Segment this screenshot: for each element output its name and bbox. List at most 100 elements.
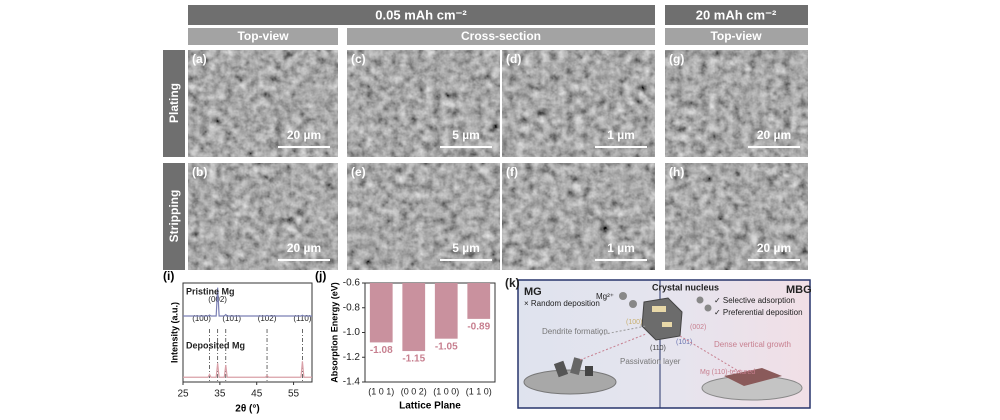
series-label: Deposited Mg xyxy=(186,340,245,350)
peak-label: (110) xyxy=(293,314,311,323)
header-text: Top-view xyxy=(710,29,762,43)
sem-image xyxy=(502,163,655,270)
facet-label: (101) xyxy=(676,339,692,346)
row-bar xyxy=(163,163,185,270)
diagram-text: Crystal nucleus xyxy=(652,282,719,292)
sem-image xyxy=(347,50,500,157)
header-text: 20 mAh cm⁻² xyxy=(696,7,777,22)
textured-layer xyxy=(724,368,782,386)
diagram-note: ✓ Selective adsorption xyxy=(714,296,795,305)
y-tick-label: -1.2 xyxy=(343,352,361,363)
header-text: 0.05 mAh cm⁻² xyxy=(375,7,467,22)
bar xyxy=(369,283,393,343)
diagram-title: MG xyxy=(524,286,542,298)
diagram-text: Mg²⁺ xyxy=(596,292,614,301)
panel-label: (c) xyxy=(351,52,366,66)
x-tick-label: 35 xyxy=(214,389,226,400)
x-axis-label: 2θ (°) xyxy=(235,404,259,415)
y-tick-label: -1.4 xyxy=(343,377,361,388)
y-axis-label: Absorption Energy (eV) xyxy=(329,282,339,383)
facet-label: (110) xyxy=(650,345,666,352)
scale-text: 5 µm xyxy=(452,241,480,255)
ion xyxy=(704,304,712,312)
x-tick-label: 25 xyxy=(177,389,189,400)
diagram: (k) MG × Random deposition Dendrite form… xyxy=(505,276,812,409)
sem-image xyxy=(347,163,500,270)
diagram-title: MBG xyxy=(786,284,812,296)
header-text: Top-view xyxy=(237,29,289,43)
diagram-note: × Random deposition xyxy=(524,299,600,308)
ion xyxy=(629,300,637,308)
y-tick-label: -1.0 xyxy=(343,327,361,338)
diagram-text: Dense vertical growth xyxy=(714,340,791,349)
x-tick-label: 55 xyxy=(288,389,300,400)
panel-label: (j) xyxy=(315,269,326,283)
ion xyxy=(696,296,704,304)
panel-label: (h) xyxy=(669,165,684,179)
nucleus-face xyxy=(652,306,666,312)
x-tick-label: (1 1 0) xyxy=(466,386,492,396)
x-tick-label: (1 0 0) xyxy=(433,386,459,396)
ion xyxy=(619,292,627,300)
bar xyxy=(467,283,491,319)
panel-label: (b) xyxy=(192,165,207,179)
x-tick-label: (0 0 2) xyxy=(401,386,427,396)
y-axis-label: Intensity (a.u.) xyxy=(169,302,179,363)
dendrite-block xyxy=(585,366,593,376)
nucleus-face xyxy=(662,322,672,327)
header-bar xyxy=(665,5,808,25)
row-label: Plating xyxy=(167,83,181,123)
plot-frame xyxy=(182,282,313,383)
diagram-text: Mg (110)-textured xyxy=(700,369,755,376)
peak-label: (100) xyxy=(192,314,211,323)
diagram-note: ✓ Preferential deposition xyxy=(714,308,803,317)
value-label: -1.05 xyxy=(435,341,458,352)
panel-label: (g) xyxy=(669,52,684,66)
scale-text: 20 µm xyxy=(287,128,321,142)
row-bar xyxy=(163,50,185,157)
y-tick-label: -0.6 xyxy=(343,278,361,289)
scale-text: 5 µm xyxy=(452,128,480,142)
panel-label: (f) xyxy=(506,165,518,179)
panel-label: (a) xyxy=(192,52,207,66)
value-label: -1.15 xyxy=(402,354,425,365)
row-label: Stripping xyxy=(167,190,181,243)
panel-label: (e) xyxy=(351,165,366,179)
panel-label: (d) xyxy=(506,52,521,66)
value-label: -0.89 xyxy=(467,322,490,333)
bar xyxy=(402,283,426,352)
dendrite-block xyxy=(570,357,583,376)
scale-text: 1 µm xyxy=(607,128,635,142)
facet-label: (100) xyxy=(626,319,642,326)
bar xyxy=(434,283,458,339)
series-line xyxy=(183,361,312,378)
panel-label: (i) xyxy=(163,269,174,283)
diagram-text: Passivation layer xyxy=(620,357,681,366)
scale-text: 20 µm xyxy=(287,241,321,255)
series-label: Pristine Mg xyxy=(186,286,235,296)
peak-label: (102) xyxy=(258,314,277,323)
scale-text: 20 µm xyxy=(757,241,791,255)
scale-text: 1 µm xyxy=(607,241,635,255)
sem-image xyxy=(188,50,338,157)
header-bar xyxy=(347,28,655,45)
y-tick-label: -0.8 xyxy=(343,302,361,313)
x-axis-label: Lattice Plane xyxy=(399,401,461,412)
sem-image xyxy=(665,50,808,157)
header-text: Cross-section xyxy=(461,29,541,43)
value-label: -1.08 xyxy=(370,345,393,356)
header-bar xyxy=(665,28,808,45)
substrate-disc xyxy=(523,369,617,395)
peak-label: (101) xyxy=(222,314,241,323)
series-line xyxy=(183,287,312,317)
header-bar xyxy=(188,5,655,25)
x-tick-label: 45 xyxy=(251,389,263,400)
sem-image xyxy=(665,163,808,270)
scale-text: 20 µm xyxy=(757,128,791,142)
panel-label: (k) xyxy=(505,276,520,290)
x-tick-label: (1 0 1) xyxy=(368,386,394,396)
sem-image xyxy=(502,50,655,157)
facet-label: (002) xyxy=(690,324,706,331)
dendrite-block xyxy=(553,360,569,378)
